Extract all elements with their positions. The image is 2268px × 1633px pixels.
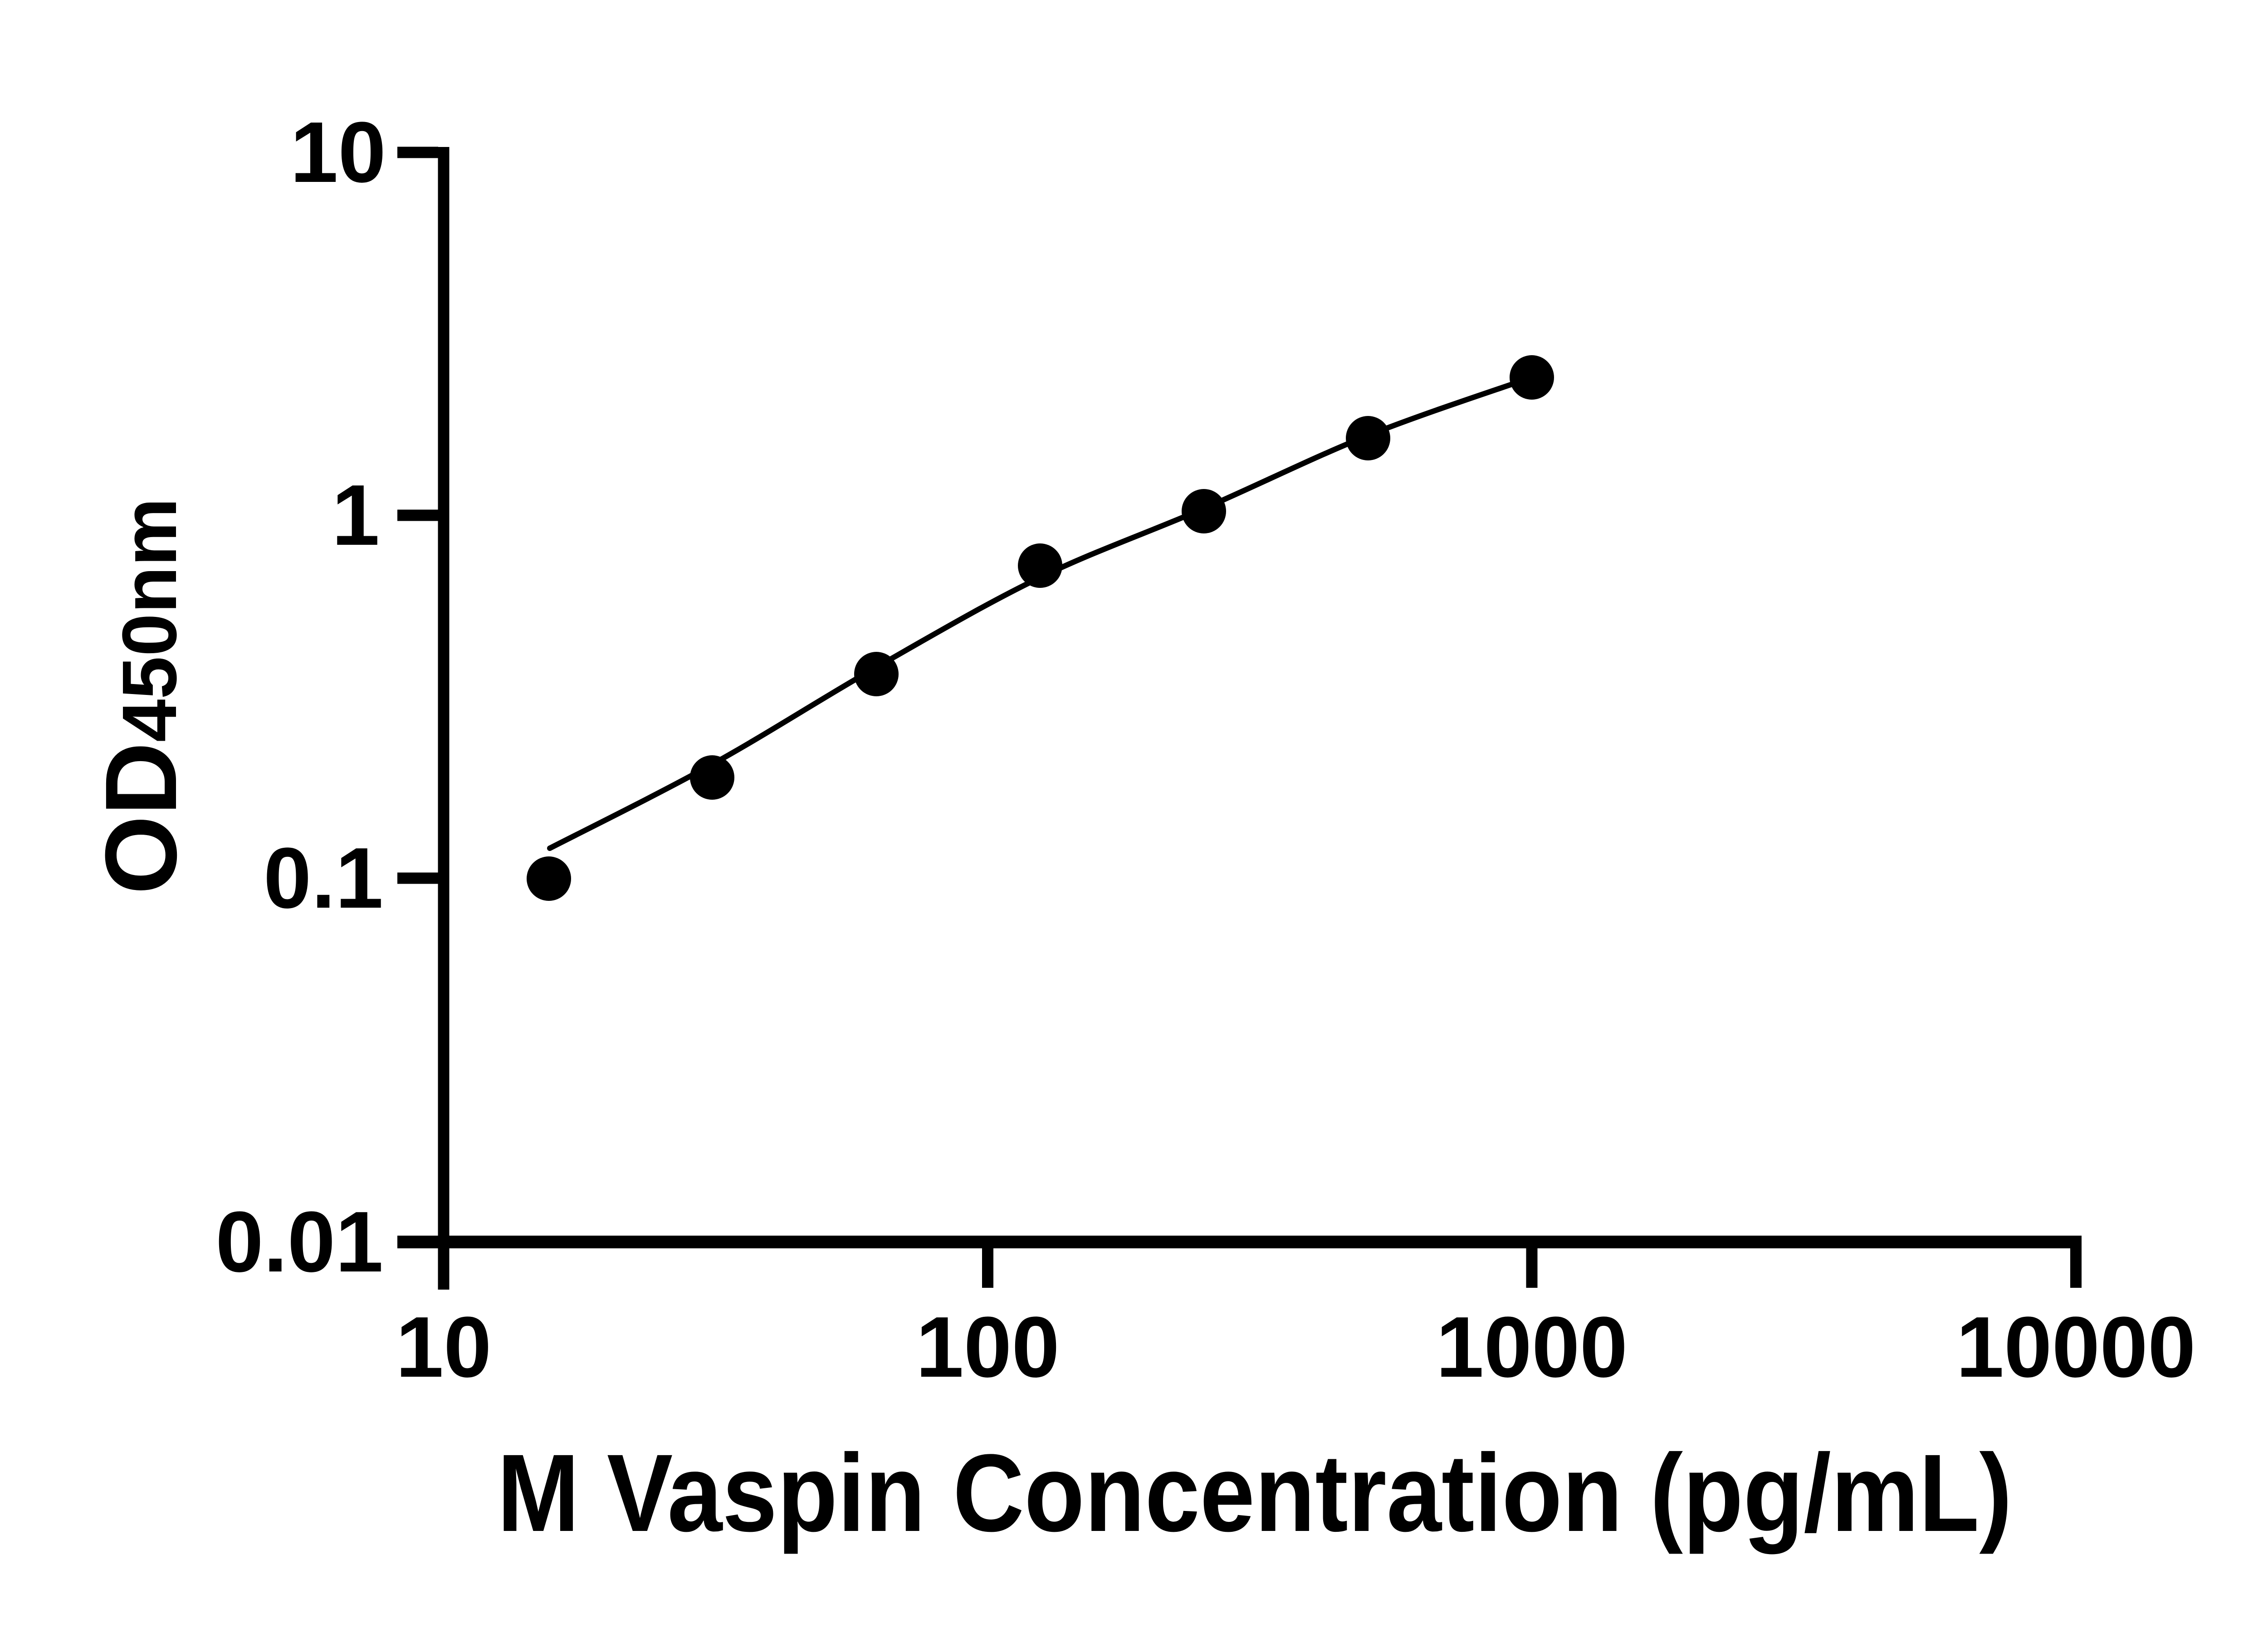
svg-text:10000: 10000	[1956, 1299, 2195, 1395]
svg-text:10: 10	[290, 104, 386, 200]
svg-text:M Vaspin Concentration (pg/mL): M Vaspin Concentration (pg/mL)	[497, 1432, 2012, 1555]
svg-text:0.1: 0.1	[264, 830, 383, 926]
svg-text:0.01: 0.01	[215, 1194, 383, 1290]
svg-text:10: 10	[396, 1299, 491, 1395]
svg-text:1: 1	[332, 467, 380, 563]
svg-text:100: 100	[916, 1299, 1060, 1395]
svg-text:OD450nm: OD450nm	[84, 498, 198, 895]
svg-text:1000: 1000	[1436, 1299, 1628, 1395]
